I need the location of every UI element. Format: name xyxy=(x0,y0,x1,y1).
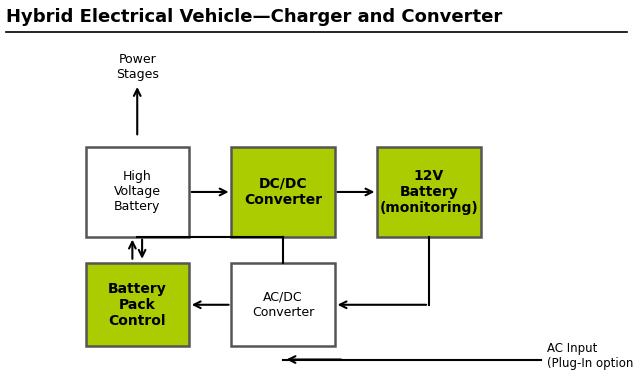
Text: Power
Stages: Power Stages xyxy=(116,53,159,81)
FancyBboxPatch shape xyxy=(232,147,335,237)
Text: Hybrid Electrical Vehicle—Charger and Converter: Hybrid Electrical Vehicle—Charger and Co… xyxy=(6,8,503,26)
FancyBboxPatch shape xyxy=(85,147,189,237)
Text: Battery
Pack
Control: Battery Pack Control xyxy=(108,282,166,328)
Text: AC/DC
Converter: AC/DC Converter xyxy=(252,291,314,319)
Text: 12V
Battery
(monitoring): 12V Battery (monitoring) xyxy=(380,169,479,215)
Text: AC Input
(Plug-In option): AC Input (Plug-In option) xyxy=(548,342,633,370)
Text: High
Voltage
Battery: High Voltage Battery xyxy=(114,170,161,213)
Text: DC/DC
Converter: DC/DC Converter xyxy=(244,177,322,207)
FancyBboxPatch shape xyxy=(85,263,189,346)
FancyBboxPatch shape xyxy=(232,263,335,346)
FancyBboxPatch shape xyxy=(377,147,480,237)
